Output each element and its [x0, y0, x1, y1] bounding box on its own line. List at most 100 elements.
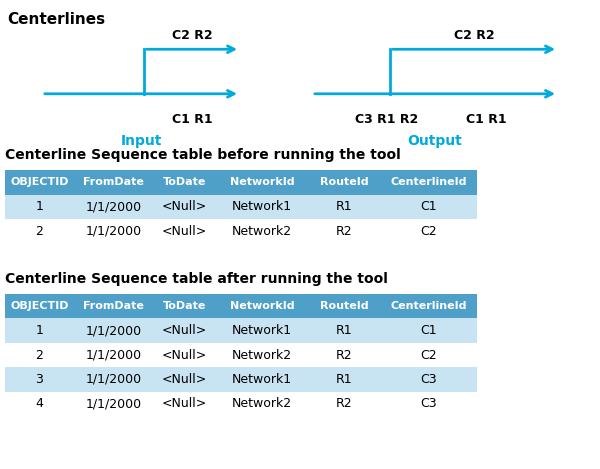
Text: 1: 1: [35, 324, 43, 337]
Bar: [308, 392, 381, 416]
Text: <Null>: <Null>: [162, 373, 207, 386]
Text: NetworkId: NetworkId: [230, 301, 294, 311]
Text: Centerline Sequence table after running the tool: Centerline Sequence table after running …: [5, 272, 388, 286]
Bar: [5, 170, 74, 195]
Bar: [153, 343, 216, 367]
Text: C2 R2: C2 R2: [454, 29, 494, 42]
Text: 1/1/2000: 1/1/2000: [85, 324, 142, 337]
Text: OBJECTID: OBJECTID: [10, 301, 68, 311]
Bar: [381, 219, 477, 243]
Bar: [381, 392, 477, 416]
Text: ToDate: ToDate: [163, 301, 206, 311]
Bar: [308, 343, 381, 367]
Bar: [381, 343, 477, 367]
Text: <Null>: <Null>: [162, 397, 207, 410]
Text: Network2: Network2: [232, 397, 292, 410]
Bar: [5, 294, 74, 318]
Text: Network1: Network1: [232, 373, 292, 386]
Text: C1: C1: [421, 324, 437, 337]
Text: NetworkId: NetworkId: [230, 177, 294, 188]
Bar: [5, 343, 74, 367]
Bar: [74, 170, 153, 195]
Text: Output: Output: [407, 134, 463, 148]
Text: R1: R1: [336, 324, 353, 337]
Bar: [308, 195, 381, 219]
Bar: [308, 318, 381, 343]
Bar: [153, 367, 216, 392]
Bar: [5, 367, 74, 392]
Bar: [5, 219, 74, 243]
Bar: [216, 318, 308, 343]
Bar: [216, 392, 308, 416]
Text: C2: C2: [421, 348, 437, 362]
Bar: [216, 367, 308, 392]
Text: C2 R2: C2 R2: [172, 29, 212, 42]
Text: R2: R2: [336, 225, 353, 238]
Text: Network1: Network1: [232, 324, 292, 337]
Text: C2: C2: [421, 225, 437, 238]
Text: <Null>: <Null>: [162, 324, 207, 337]
Bar: [216, 219, 308, 243]
Bar: [308, 170, 381, 195]
Text: 2: 2: [35, 348, 43, 362]
Bar: [153, 392, 216, 416]
Text: <Null>: <Null>: [162, 225, 207, 238]
Bar: [5, 195, 74, 219]
Bar: [216, 195, 308, 219]
Text: FromDate: FromDate: [83, 177, 144, 188]
Text: Centerline Sequence table before running the tool: Centerline Sequence table before running…: [5, 148, 401, 162]
Text: Network2: Network2: [232, 348, 292, 362]
Text: FromDate: FromDate: [83, 301, 144, 311]
Bar: [216, 294, 308, 318]
Text: <Null>: <Null>: [162, 348, 207, 362]
Text: RouteId: RouteId: [320, 177, 369, 188]
Text: C1 R1: C1 R1: [466, 113, 506, 126]
Bar: [74, 367, 153, 392]
Text: C3: C3: [421, 397, 437, 410]
Text: C1 R1: C1 R1: [172, 113, 212, 126]
Text: R1: R1: [336, 373, 353, 386]
Text: 1/1/2000: 1/1/2000: [85, 373, 142, 386]
Bar: [153, 219, 216, 243]
Text: OBJECTID: OBJECTID: [10, 177, 68, 188]
Bar: [153, 170, 216, 195]
Bar: [381, 367, 477, 392]
Bar: [74, 318, 153, 343]
Text: R1: R1: [336, 200, 353, 213]
Bar: [308, 367, 381, 392]
Bar: [74, 294, 153, 318]
Bar: [308, 219, 381, 243]
Text: 3: 3: [35, 373, 43, 386]
Bar: [74, 219, 153, 243]
Bar: [308, 294, 381, 318]
Text: RouteId: RouteId: [320, 301, 369, 311]
Text: CenterlineId: CenterlineId: [391, 301, 467, 311]
Bar: [5, 318, 74, 343]
Text: 4: 4: [35, 397, 43, 410]
Text: 1/1/2000: 1/1/2000: [85, 348, 142, 362]
Text: 1: 1: [35, 200, 43, 213]
Bar: [153, 195, 216, 219]
Text: 1/1/2000: 1/1/2000: [85, 225, 142, 238]
Text: R2: R2: [336, 397, 353, 410]
Bar: [381, 294, 477, 318]
Text: CenterlineId: CenterlineId: [391, 177, 467, 188]
Text: <Null>: <Null>: [162, 200, 207, 213]
Bar: [381, 318, 477, 343]
Bar: [74, 343, 153, 367]
Text: C1: C1: [421, 200, 437, 213]
Text: Centerlines: Centerlines: [7, 12, 106, 27]
Text: 1/1/2000: 1/1/2000: [85, 397, 142, 410]
Text: Network2: Network2: [232, 225, 292, 238]
Bar: [5, 392, 74, 416]
Text: C3 R1 R2: C3 R1 R2: [355, 113, 419, 126]
Text: Input: Input: [121, 134, 161, 148]
Text: Network1: Network1: [232, 200, 292, 213]
Bar: [216, 343, 308, 367]
Bar: [74, 392, 153, 416]
Bar: [381, 170, 477, 195]
Bar: [216, 170, 308, 195]
Text: 2: 2: [35, 225, 43, 238]
Text: R2: R2: [336, 348, 353, 362]
Bar: [153, 318, 216, 343]
